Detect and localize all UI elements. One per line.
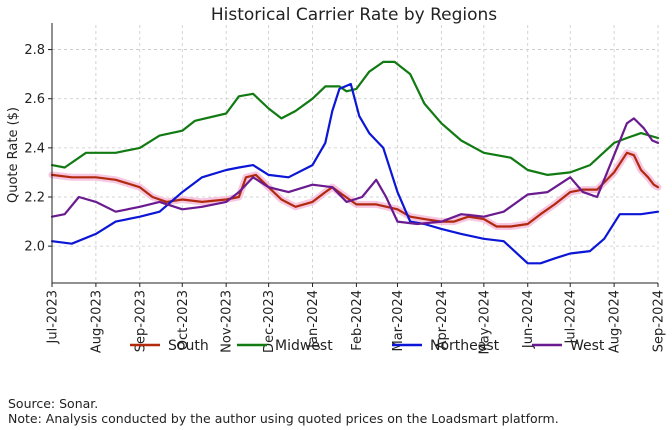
x-tick-label: Sep-2024 bbox=[652, 290, 667, 352]
chart-title: Historical Carrier Rate by Regions bbox=[211, 5, 497, 25]
legend-label-midwest: Midwest bbox=[275, 338, 333, 354]
x-tick-label: Aug-2024 bbox=[608, 290, 623, 353]
x-tick-label: Apr-2024 bbox=[435, 290, 450, 349]
series-northeast-line bbox=[50, 82, 660, 265]
y-tick-label: 2.4 bbox=[24, 141, 45, 156]
series-south-line bbox=[50, 151, 660, 228]
x-tick-label: Jan-2024 bbox=[306, 290, 321, 349]
series-lines bbox=[48, 60, 662, 265]
x-tick-label: Sep-2023 bbox=[133, 290, 148, 352]
y-tick-label: 2.8 bbox=[24, 43, 45, 58]
axes bbox=[48, 23, 659, 287]
line-chart: Historical Carrier Rate by Regions Quote… bbox=[6, 5, 667, 354]
x-tick-label: May-2024 bbox=[477, 290, 492, 354]
y-tick-labels: 2.0 2.2 2.4 2.6 2.8 bbox=[24, 43, 45, 255]
y-tick-label: 2.0 bbox=[24, 240, 45, 255]
x-tick-label: Jun-2024 bbox=[521, 290, 536, 349]
y-tick-label: 2.6 bbox=[24, 92, 45, 107]
legend-label-south: South bbox=[168, 338, 209, 354]
x-tick-label: Jul-2023 bbox=[46, 290, 61, 344]
grid-lines bbox=[51, 25, 659, 283]
analysis-note: Note: Analysis conducted by the author u… bbox=[8, 411, 559, 426]
y-tick-label: 2.2 bbox=[24, 191, 45, 206]
legend-label-west: West bbox=[570, 338, 605, 354]
x-tick-label: Dec-2023 bbox=[262, 290, 277, 353]
x-tick-label: Oct-2023 bbox=[176, 290, 191, 350]
legend-label-northeast: Northeast bbox=[430, 338, 500, 354]
y-axis-label: Quote Rate ($) bbox=[6, 107, 21, 203]
series-west-line bbox=[50, 117, 660, 226]
x-tick-label: Jul-2024 bbox=[564, 290, 579, 344]
x-tick-labels: Jul-2023 Aug-2023 Sep-2023 Oct-2023 Nov-2023… bbox=[46, 290, 667, 354]
source-note: Source: Sonar. bbox=[8, 396, 99, 411]
x-tick-label: Mar-2024 bbox=[391, 290, 406, 351]
legend: South Midwest Northeast West bbox=[130, 338, 605, 354]
x-tick-label: Feb-2024 bbox=[350, 290, 365, 351]
x-tick-label: Aug-2023 bbox=[89, 290, 104, 353]
x-tick-label: Nov-2023 bbox=[220, 290, 235, 353]
series-midwest-line bbox=[50, 60, 660, 176]
